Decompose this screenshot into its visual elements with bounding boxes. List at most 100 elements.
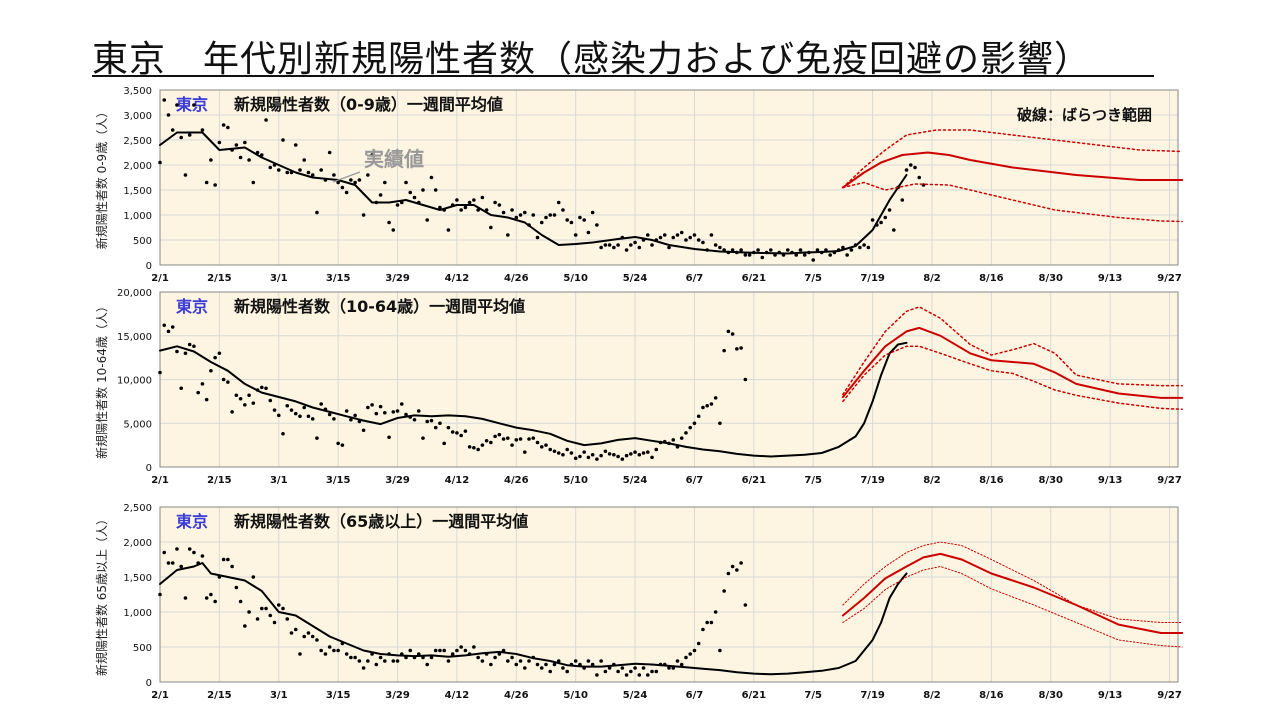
x-tick-label: 2/15: [207, 475, 232, 486]
data-point: [217, 140, 222, 145]
data-point: [192, 103, 196, 107]
data-point: [166, 561, 171, 565]
data-point: [531, 213, 536, 217]
data-point: [170, 128, 175, 132]
data-point: [327, 150, 332, 155]
data-point: [544, 443, 548, 447]
data-point: [599, 245, 603, 250]
data-point: [200, 128, 205, 132]
data-point: [260, 385, 264, 390]
x-tick-label: 4/12: [445, 273, 470, 284]
data-point: [730, 332, 735, 336]
data-point: [349, 178, 353, 182]
data-point: [582, 218, 586, 222]
data-point: [892, 228, 896, 232]
y-tick-label: 3,000: [123, 111, 152, 122]
y-tick-label: 0: [146, 678, 152, 689]
data-point: [645, 233, 650, 237]
data-point: [319, 648, 323, 653]
x-tick-label: 8/2: [923, 475, 941, 486]
data-point: [327, 645, 332, 649]
actual-trend-line: [159, 562, 908, 676]
data-point: [527, 437, 531, 441]
data-point: [701, 405, 705, 410]
data-point: [391, 228, 396, 232]
plot-area: [160, 90, 1178, 265]
data-point: [535, 235, 540, 240]
data-point: [692, 421, 697, 426]
data-point: [226, 380, 230, 384]
data-point: [306, 414, 311, 419]
plot-area: [160, 507, 1178, 682]
forecast-range-line: [842, 566, 1183, 648]
x-tick-label: 2/15: [207, 273, 232, 284]
x-tick-label: 3/15: [326, 273, 351, 284]
forecast-line: [841, 151, 1184, 189]
x-tick-label: 3/29: [385, 273, 410, 284]
data-point: [544, 215, 548, 220]
data-point: [595, 673, 599, 677]
data-point: [586, 659, 591, 663]
data-point: [722, 348, 726, 353]
x-tick-label: 6/21: [742, 690, 767, 701]
data-point: [433, 648, 438, 653]
data-point: [696, 641, 701, 646]
x-tick-label: 7/19: [860, 273, 885, 284]
data-point: [276, 168, 281, 172]
panel-title: 新規陽性者数（10-64歳）一週間平均値: [234, 297, 525, 316]
data-point: [679, 662, 684, 667]
data-point: [629, 669, 633, 674]
data-point: [858, 245, 862, 250]
y-tick-label: 1,500: [123, 186, 152, 197]
data-point: [769, 248, 773, 252]
data-point: [183, 596, 188, 600]
data-point: [535, 662, 540, 667]
data-point: [298, 652, 302, 656]
data-point: [306, 170, 311, 175]
data-point: [645, 450, 650, 454]
data-point: [209, 592, 213, 597]
data-point: [408, 190, 413, 195]
data-point: [671, 438, 676, 442]
data-point: [361, 213, 366, 217]
data-point: [433, 188, 438, 192]
x-tick-label: 9/13: [1098, 475, 1123, 486]
data-point: [616, 454, 620, 459]
x-tick-label: 9/27: [1157, 690, 1182, 701]
data-point: [522, 210, 527, 215]
data-point: [243, 624, 247, 628]
data-point: [845, 253, 849, 257]
data-point: [624, 453, 629, 458]
data-point: [633, 450, 637, 454]
data-point: [170, 325, 175, 329]
data-point: [425, 218, 430, 222]
data-point: [472, 645, 476, 649]
data-point: [497, 432, 502, 437]
x-tick-label: 9/13: [1098, 690, 1123, 701]
data-point: [276, 603, 281, 607]
data-point: [713, 396, 718, 400]
data-point: [162, 98, 167, 102]
x-tick-label: 5/24: [623, 475, 648, 486]
data-point: [743, 253, 748, 257]
x-tick-label: 6/7: [686, 690, 704, 701]
data-point: [802, 253, 807, 257]
data-point: [506, 659, 510, 663]
region-label: 東京: [176, 297, 208, 316]
data-point: [476, 447, 480, 452]
data-point: [192, 550, 196, 555]
actual-trend-line: [159, 131, 908, 255]
data-point: [213, 599, 217, 604]
data-point: [404, 180, 408, 185]
data-point: [268, 398, 273, 403]
data-point: [713, 610, 718, 614]
y-tick-label: 0: [146, 463, 152, 474]
data-point: [569, 220, 574, 225]
data-point: [480, 443, 485, 447]
y-tick-label: 500: [133, 236, 152, 247]
data-point: [552, 449, 557, 454]
data-point: [446, 425, 451, 430]
y-tick-label: 1,000: [123, 608, 152, 619]
data-point: [650, 243, 654, 247]
data-point: [637, 245, 642, 250]
